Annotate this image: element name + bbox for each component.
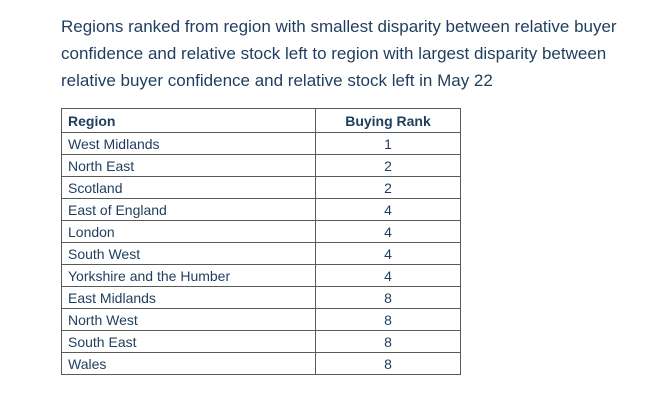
table-row: North West 8 xyxy=(61,308,461,331)
table-row: South East 8 xyxy=(61,330,461,353)
region-cell: London xyxy=(61,220,316,243)
region-cell: North East xyxy=(61,154,316,177)
rank-cell: 8 xyxy=(315,286,461,309)
rank-cell: 1 xyxy=(315,132,461,155)
table-row: East of England 4 xyxy=(61,198,461,221)
table-row: Scotland 2 xyxy=(61,176,461,199)
buying-rank-table: Region Buying Rank West Midlands 1 North… xyxy=(61,108,461,375)
rank-cell: 2 xyxy=(315,154,461,177)
rank-cell: 4 xyxy=(315,198,461,221)
region-cell: Wales xyxy=(61,352,316,375)
column-header-buying-rank: Buying Rank xyxy=(315,108,461,133)
region-cell: Scotland xyxy=(61,176,316,199)
region-cell: West Midlands xyxy=(61,132,316,155)
rank-cell: 8 xyxy=(315,330,461,353)
table-row: Yorkshire and the Humber 4 xyxy=(61,264,461,287)
rank-cell: 4 xyxy=(315,242,461,265)
table-row: South West 4 xyxy=(61,242,461,265)
region-cell: South East xyxy=(61,330,316,353)
rank-cell: 4 xyxy=(315,264,461,287)
table-row: Wales 8 xyxy=(61,352,461,375)
rank-cell: 8 xyxy=(315,352,461,375)
table-row: London 4 xyxy=(61,220,461,243)
region-cell: North West xyxy=(61,308,316,331)
rank-cell: 2 xyxy=(315,176,461,199)
region-cell: East of England xyxy=(61,198,316,221)
region-cell: Yorkshire and the Humber xyxy=(61,264,316,287)
page-title: Regions ranked from region with smallest… xyxy=(61,17,617,90)
rank-cell: 8 xyxy=(315,308,461,331)
table-row: North East 2 xyxy=(61,154,461,177)
region-cell: South West xyxy=(61,242,316,265)
region-cell: East Midlands xyxy=(61,286,316,309)
column-header-region: Region xyxy=(61,108,316,133)
table-row: West Midlands 1 xyxy=(61,132,461,155)
table-row: East Midlands 8 xyxy=(61,286,461,309)
rank-cell: 4 xyxy=(315,220,461,243)
table-header-row: Region Buying Rank xyxy=(61,108,461,133)
